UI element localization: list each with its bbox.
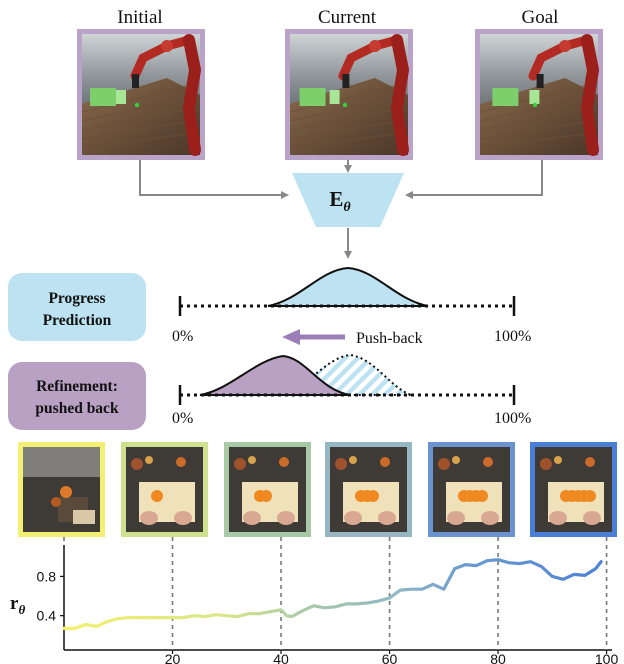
video-frame-4 bbox=[325, 442, 412, 537]
connector-lines bbox=[139, 160, 543, 259]
pushback-arrow bbox=[282, 329, 345, 345]
label-goal: Goal bbox=[522, 7, 559, 28]
label-initial: Initial bbox=[117, 7, 162, 28]
progress-distribution bbox=[267, 266, 429, 307]
refinement-box bbox=[8, 362, 146, 430]
video-frame-6 bbox=[530, 442, 617, 537]
refine-axis-100pct: 100% bbox=[494, 410, 531, 427]
goal-scene-image bbox=[475, 29, 603, 160]
progress-series-line bbox=[62, 558, 603, 631]
label-current: Current bbox=[318, 7, 377, 28]
x-tick-label: 40 bbox=[273, 651, 289, 664]
video-frame-2 bbox=[121, 442, 208, 537]
encoder-label: Eθ bbox=[329, 187, 351, 215]
refine-box-line1: Refinement: bbox=[36, 378, 118, 395]
encoder-block bbox=[292, 173, 404, 227]
refine-axis-0pct: 0% bbox=[172, 410, 193, 427]
chart-y-label: rθ bbox=[10, 593, 25, 617]
progress-axis-0pct: 0% bbox=[172, 328, 193, 345]
x-tick-label: 60 bbox=[382, 651, 398, 664]
progress-prediction-box bbox=[8, 273, 146, 341]
progress-box-line1: Progress bbox=[48, 290, 105, 307]
video-frame-3 bbox=[224, 442, 311, 537]
pushback-label: Push-back bbox=[356, 330, 423, 347]
refine-box-line2: pushed back bbox=[35, 400, 119, 417]
progress-box-line2: Prediction bbox=[43, 312, 112, 329]
video-frame-5 bbox=[428, 442, 515, 537]
video-frame-1 bbox=[18, 442, 105, 537]
x-tick-label: 20 bbox=[165, 651, 181, 664]
y-tick-label: 0.4 bbox=[37, 608, 57, 624]
current-scene-image bbox=[285, 29, 413, 160]
initial-scene-image bbox=[77, 29, 205, 160]
refined-distribution bbox=[199, 354, 351, 396]
y-tick-label: 0.8 bbox=[37, 568, 57, 584]
progress-axis-100pct: 100% bbox=[494, 328, 531, 345]
progress-chart: 20 40 60 80 100 0.4 0.8 rθ bbox=[10, 537, 618, 664]
x-tick-label: 80 bbox=[490, 651, 506, 664]
x-tick-label: 100 bbox=[595, 651, 619, 664]
